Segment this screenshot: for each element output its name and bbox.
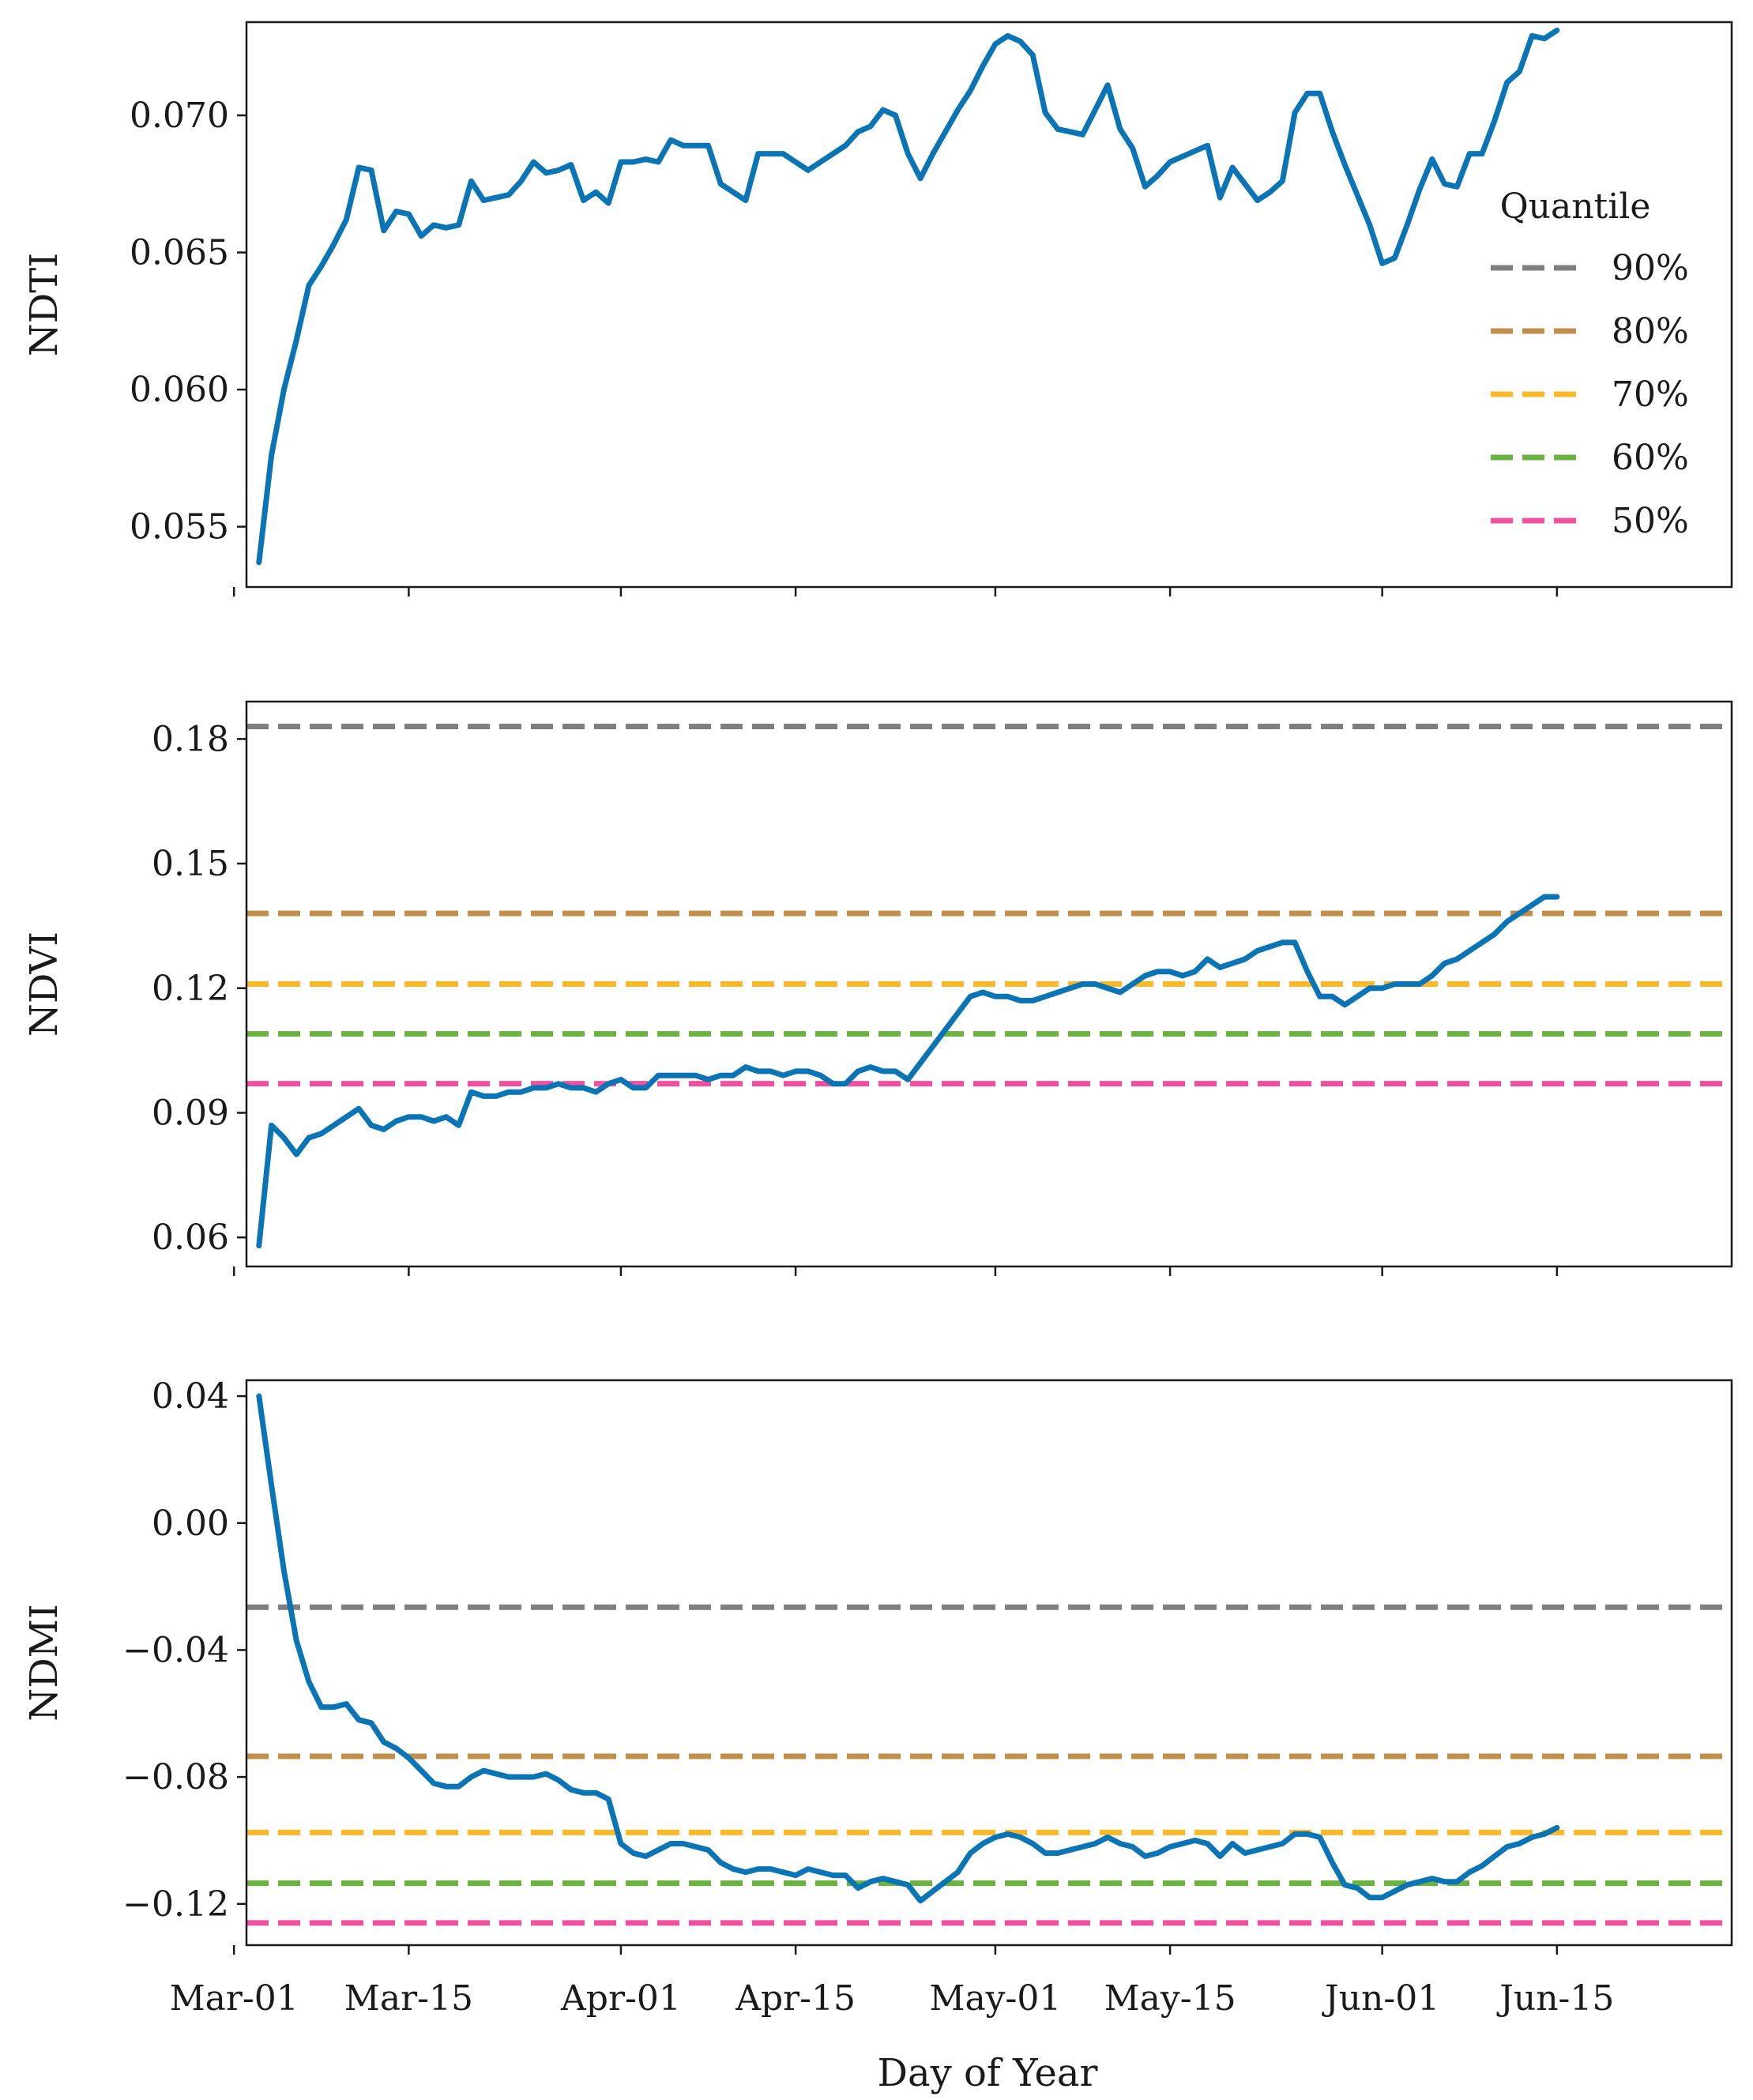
x-tick-label: Jun-01: [1322, 1978, 1439, 2019]
legend-label-50: 50%: [1612, 501, 1689, 541]
plot-frame-ndvi: [245, 700, 1733, 1268]
series-line-ndmi: [256, 1393, 1560, 1904]
y-axis-label-ndti: NDTI: [22, 253, 66, 356]
y-tick-label-ndti: 0.055: [130, 507, 229, 548]
x-tick-label: Apr-15: [735, 1978, 856, 2019]
y-tick-label-ndmi: 0.04: [152, 1376, 229, 1417]
chart-panel-ndti: 0.055 0.060 0.065 0.070 NDTI Quantile 90% 80% 70…: [22, 21, 1733, 597]
y-tick-label-ndvi: 0.18: [152, 719, 229, 759]
legend-label-60: 60%: [1612, 438, 1689, 478]
legend-label-80: 80%: [1612, 311, 1689, 352]
x-tick-labels: Mar-01 Mar-15 Apr-01 Apr-15 May-01 May-15 Jun-…: [170, 1978, 1615, 2019]
y-axis-label-ndvi: NDVI: [22, 931, 66, 1037]
legend-title: Quantile: [1500, 186, 1651, 227]
plot-frame-ndti: [245, 21, 1733, 589]
y-tick-label-ndmi: 0.00: [152, 1503, 229, 1544]
y-tick-label-ndvi: 0.06: [152, 1217, 229, 1258]
legend-label-90: 90%: [1612, 248, 1689, 288]
y-tick-label-ndmi: −0.12: [122, 1884, 229, 1925]
series-line-ndti: [256, 27, 1560, 566]
y-tick-label-ndvi: 0.12: [152, 969, 229, 1009]
chart-panel-ndvi: 0.06 0.09 0.12 0.15 0.18 NDVI: [22, 700, 1733, 1276]
plot-frame-ndmi: [245, 1379, 1733, 1947]
x-tick-label: May-01: [929, 1978, 1061, 2019]
chart-panel-ndmi: −0.12 −0.08 −0.04 0.00 0.04 NDMI: [22, 1376, 1733, 1955]
x-tick-label: May-15: [1104, 1978, 1236, 2019]
x-tick-label: Apr-01: [560, 1978, 681, 2019]
y-tick-label-ndvi: 0.15: [152, 844, 229, 884]
series-line-ndvi: [256, 894, 1560, 1249]
y-axis-label-ndmi: NDMI: [22, 1604, 66, 1722]
x-tick-label: Mar-15: [344, 1978, 473, 2019]
y-tick-label-ndmi: −0.04: [122, 1630, 229, 1670]
x-tick-label: Mar-01: [170, 1978, 299, 2019]
y-tick-label-ndti: 0.070: [130, 96, 229, 136]
y-tick-label-ndvi: 0.09: [152, 1093, 229, 1133]
y-tick-label-ndmi: −0.08: [122, 1757, 229, 1797]
y-tick-label-ndti: 0.060: [130, 370, 229, 410]
legend: Quantile 90% 80% 70% 60% 50%: [1491, 186, 1689, 541]
y-tick-label-ndti: 0.065: [130, 233, 229, 273]
legend-label-70: 70%: [1612, 374, 1689, 415]
x-axis-label: Day of Year: [878, 2051, 1098, 2095]
x-tick-label: Jun-15: [1496, 1978, 1614, 2019]
